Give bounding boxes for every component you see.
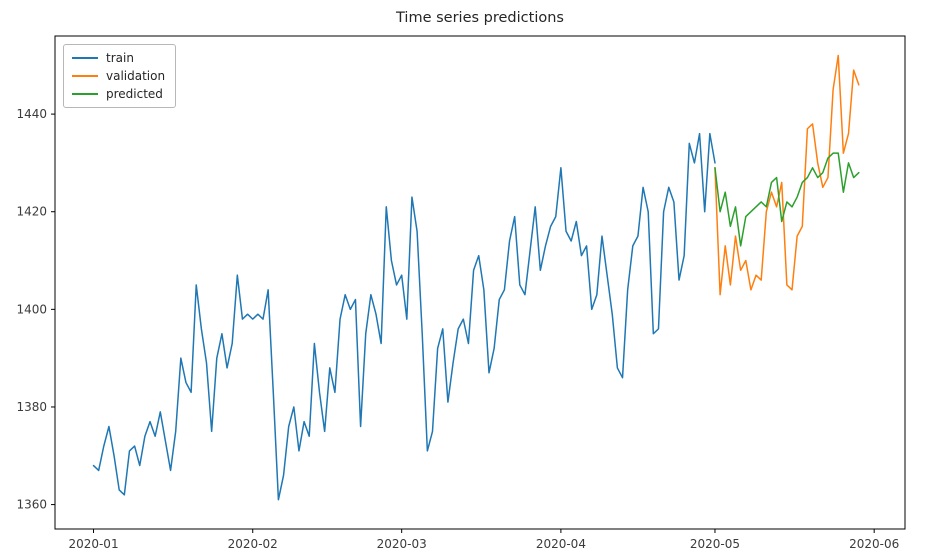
train-line-swatch-icon xyxy=(72,57,98,59)
predicted-line xyxy=(714,152,860,247)
legend-item-train: train xyxy=(72,51,165,65)
y-tick-label: 1440 xyxy=(16,107,47,121)
validation-line xyxy=(714,54,860,296)
train-line xyxy=(92,132,716,501)
legend: train validation predicted xyxy=(63,44,177,108)
legend-label-train: train xyxy=(106,51,134,65)
x-tick-label: 2020-05 xyxy=(690,537,740,551)
x-tick-label: 2020-06 xyxy=(849,537,899,551)
x-tick-label: 2020-04 xyxy=(536,537,586,551)
chart-title: Time series predictions xyxy=(396,10,564,26)
axes-spines xyxy=(54,35,906,530)
legend-item-predicted: predicted xyxy=(72,87,165,101)
legend-label-predicted: predicted xyxy=(106,87,163,101)
x-tick-label: 2020-02 xyxy=(228,537,278,551)
y-tick-label: 1400 xyxy=(16,302,47,316)
predicted-line-swatch-icon xyxy=(72,93,98,95)
legend-label-validation: validation xyxy=(106,69,166,83)
y-tick-label: 1360 xyxy=(16,498,47,512)
y-tick-label: 1420 xyxy=(16,205,47,219)
validation-line-swatch-icon xyxy=(72,75,98,77)
x-tick-label: 2020-03 xyxy=(377,537,427,551)
y-tick-label: 1380 xyxy=(16,400,47,414)
x-tick-label: 2020-01 xyxy=(68,537,118,551)
legend-item-validation: validation xyxy=(72,69,165,83)
